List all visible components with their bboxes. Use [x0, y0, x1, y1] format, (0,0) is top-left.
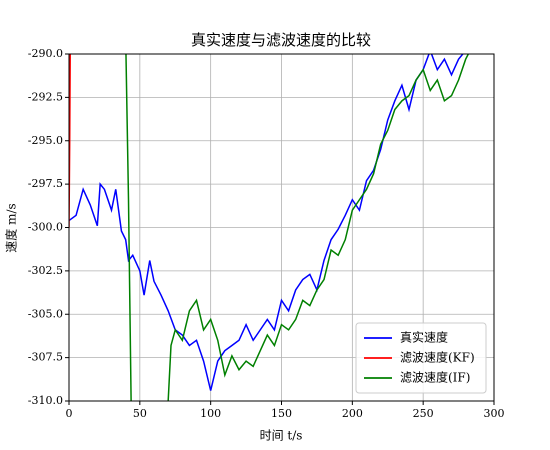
y-tick-label: -300.0 — [28, 221, 63, 234]
y-tick-label: -290.0 — [28, 47, 63, 60]
x-tick-label: 50 — [133, 407, 147, 420]
line-series — [125, 54, 470, 401]
x-tick-label: 0 — [66, 407, 73, 420]
chart-title: 真实速度与滤波速度的比较 — [191, 31, 371, 49]
y-tick-label: -310.0 — [28, 394, 63, 407]
y-axis-label: 速度 m/s — [4, 203, 19, 252]
plot-frame — [68, 53, 495, 402]
y-tick-label: -307.5 — [28, 351, 63, 364]
y-tick-label: -297.5 — [28, 177, 63, 190]
x-axis-label: 时间 t/s — [260, 429, 303, 443]
x-tick-label: 250 — [413, 407, 434, 420]
line-series — [69, 54, 464, 391]
legend-label: 滤波速度(IF) — [400, 370, 470, 385]
x-tick-label: 200 — [342, 407, 363, 420]
x-tick-label: 150 — [271, 407, 292, 420]
y-tick-label: -302.5 — [28, 264, 63, 277]
legend-label: 真实速度 — [400, 330, 448, 345]
y-tick-label: -292.5 — [28, 90, 63, 103]
legend-label: 滤波速度(KF) — [400, 350, 475, 365]
x-tick-label: 100 — [200, 407, 221, 420]
x-tick-label: 300 — [484, 407, 505, 420]
legend-box — [355, 322, 487, 394]
y-tick-label: -305.0 — [28, 307, 63, 320]
y-tick-label: -295.0 — [28, 134, 63, 147]
